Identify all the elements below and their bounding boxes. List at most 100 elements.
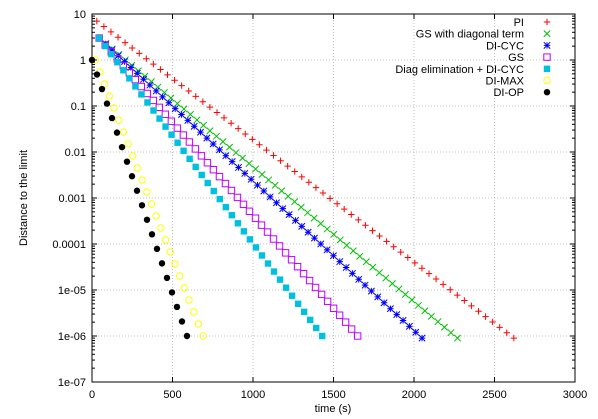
data-point — [298, 173, 305, 181]
data-point — [216, 195, 223, 203]
data-point — [239, 200, 248, 209]
data-point — [107, 28, 115, 36]
data-point — [369, 227, 376, 234]
data-point — [128, 173, 136, 180]
data-point — [305, 276, 314, 285]
data-point — [139, 75, 148, 83]
data-point — [380, 299, 388, 307]
legend-marker — [543, 30, 551, 38]
data-point — [249, 136, 256, 143]
data-point — [393, 311, 401, 319]
x-tick-label: 2000 — [402, 389, 426, 401]
y-tick-label: 1e-05 — [58, 285, 86, 297]
data-point — [193, 116, 201, 124]
data-point — [185, 87, 192, 95]
data-point — [127, 63, 135, 72]
data-point — [129, 152, 137, 160]
data-point — [340, 205, 348, 213]
y-tick-label: 1 — [80, 55, 86, 67]
data-point — [297, 203, 305, 211]
data-point — [138, 202, 146, 209]
data-point — [317, 290, 326, 299]
data-point — [186, 110, 194, 118]
data-point — [353, 332, 362, 340]
data-point — [258, 252, 266, 259]
data-point — [260, 187, 268, 195]
data-point — [165, 99, 173, 107]
data-point — [144, 99, 151, 106]
data-point — [251, 214, 260, 222]
data-point — [158, 93, 167, 101]
data-point — [241, 169, 249, 177]
data-point — [275, 242, 284, 250]
data-point — [148, 231, 156, 238]
data-point — [108, 50, 115, 58]
data-point — [119, 128, 128, 136]
data-point — [183, 332, 191, 340]
legend-marker — [543, 41, 551, 49]
data-point — [388, 279, 396, 288]
data-point — [190, 308, 198, 316]
data-point — [113, 129, 121, 136]
data-point — [108, 46, 116, 54]
data-point — [162, 123, 169, 130]
data-point — [362, 222, 369, 229]
data-point — [220, 114, 228, 122]
data-point — [171, 260, 179, 268]
data-point — [196, 128, 205, 136]
data-point — [210, 187, 217, 195]
data-point — [102, 42, 109, 50]
x-tick-labels: 0 500 1000 1500 2000 2500 3000 — [89, 389, 587, 401]
data-point — [233, 193, 242, 202]
data-point — [204, 179, 211, 187]
legend-marker — [543, 53, 551, 61]
data-point — [209, 140, 217, 148]
data-point — [190, 122, 198, 130]
data-point — [319, 332, 326, 340]
legend-marker — [543, 65, 551, 72]
data-point — [374, 293, 382, 301]
data-point — [194, 320, 203, 328]
data-point — [128, 44, 136, 52]
data-point — [158, 260, 166, 267]
data-point — [412, 328, 420, 336]
legend-label: DI-MAX — [486, 76, 525, 88]
data-point — [252, 165, 260, 173]
legend-label: GS — [508, 52, 524, 64]
data-point — [356, 252, 364, 260]
x-tick-label: 1500 — [321, 389, 345, 401]
data-point — [152, 87, 160, 95]
data-point — [150, 60, 157, 68]
series-6 — [91, 56, 207, 340]
data-point — [326, 195, 334, 202]
data-point — [496, 324, 503, 331]
data-point — [336, 258, 344, 266]
data-point — [157, 66, 164, 73]
data-point — [156, 115, 163, 122]
data-point — [138, 91, 145, 98]
data-point — [329, 304, 338, 312]
data-point — [300, 308, 308, 316]
data-point — [453, 334, 462, 342]
data-point — [114, 59, 121, 66]
data-point — [306, 316, 314, 324]
legend-label: PI — [514, 17, 524, 29]
data-point — [198, 171, 205, 179]
data-point — [291, 168, 298, 175]
data-point — [317, 219, 325, 228]
data-point — [434, 318, 442, 326]
data-point — [342, 263, 350, 272]
data-point — [221, 179, 230, 188]
data-point — [310, 214, 318, 222]
data-point — [439, 281, 447, 288]
data-point — [367, 287, 375, 295]
data-point — [405, 322, 413, 330]
data-point — [482, 313, 489, 320]
data-point — [361, 281, 369, 289]
data-point — [133, 187, 141, 194]
data-point — [120, 67, 127, 74]
data-point — [355, 216, 362, 224]
data-point — [281, 249, 290, 257]
data-point — [304, 228, 312, 236]
data-point — [164, 71, 171, 79]
